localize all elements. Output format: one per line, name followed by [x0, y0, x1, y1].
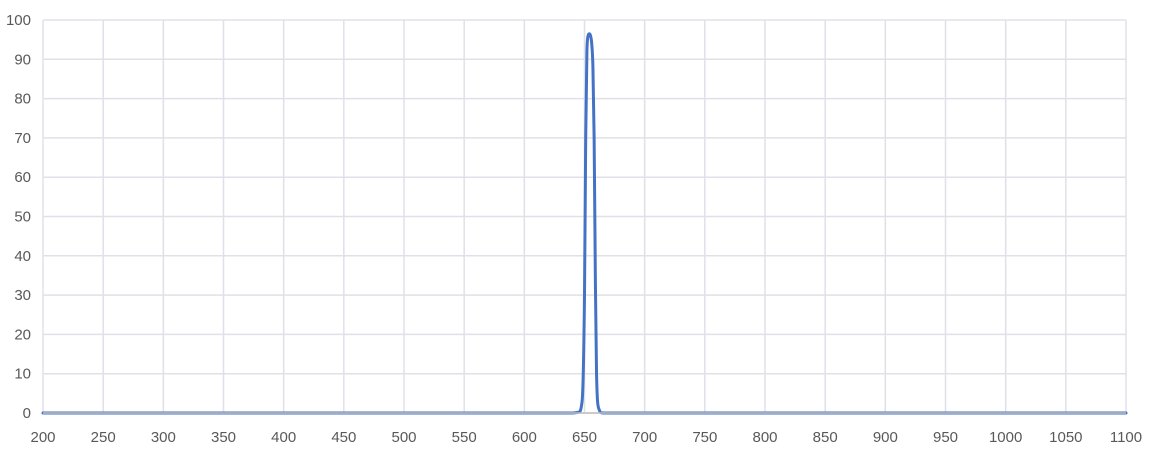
y-tick-label: 40 [14, 248, 31, 265]
y-axis: 0 10 20 30 40 50 60 70 80 90 100 [6, 12, 31, 422]
x-tick-label: 750 [692, 429, 717, 446]
x-tick-label: 200 [30, 429, 55, 446]
y-tick-label: 0 [23, 405, 31, 422]
x-tick-label: 1100 [1110, 429, 1142, 446]
x-tick-label: 850 [813, 429, 838, 446]
x-tick-label: 450 [331, 429, 356, 446]
x-tick-label: 950 [933, 429, 958, 446]
x-tick-label: 550 [452, 429, 477, 446]
y-tick-label: 60 [14, 169, 31, 186]
y-tick-label: 80 [14, 91, 31, 108]
x-tick-label: 1050 [1049, 429, 1082, 446]
x-tick-label: 900 [873, 429, 898, 446]
x-tick-label: 500 [391, 429, 416, 446]
x-tick-label: 600 [512, 429, 537, 446]
x-tick-label: 800 [752, 429, 777, 446]
y-tick-label: 100 [6, 12, 31, 29]
x-axis: 200 250 300 350 400 450 500 550 600 650 700 750 800 8… [30, 412, 1142, 446]
y-tick-label: 10 [14, 366, 31, 383]
x-tick-label: 250 [91, 429, 116, 446]
x-tick-label: 350 [211, 429, 236, 446]
y-tick-label: 50 [14, 209, 31, 226]
x-tick-label: 650 [572, 429, 597, 446]
y-tick-label: 20 [14, 326, 31, 343]
y-tick-label: 70 [14, 130, 31, 147]
x-tick-label: 700 [632, 429, 657, 446]
y-tick-label: 30 [14, 287, 31, 304]
x-tick-label: 1000 [989, 429, 1022, 446]
x-tick-label: 300 [151, 429, 176, 446]
y-tick-label: 90 [14, 51, 31, 68]
x-tick-label: 400 [271, 429, 296, 446]
